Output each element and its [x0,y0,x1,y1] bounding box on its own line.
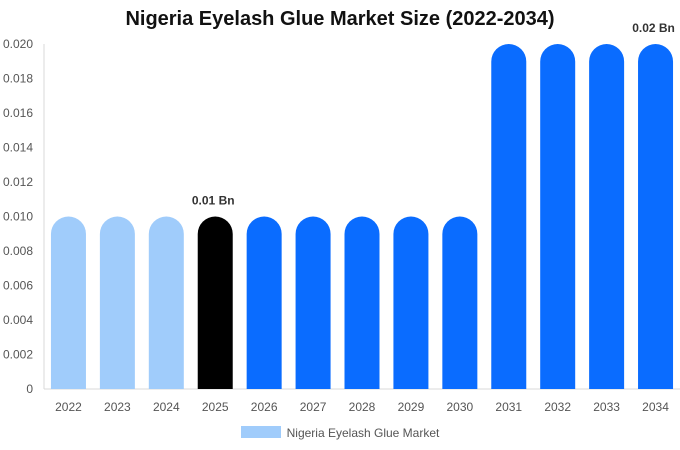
x-tick-label: 2026 [251,400,278,414]
x-tick-label: 2022 [55,400,82,414]
y-tick-label: 0 [26,382,33,396]
x-tick-label: 2025 [202,400,229,414]
y-tick-label: 0.020 [3,37,33,51]
x-tick-label: 2030 [446,400,473,414]
bar-2028 [344,216,380,389]
bar-2032 [540,44,576,389]
y-tick-label: 0.008 [3,244,33,258]
x-tick-label: 2031 [495,400,522,414]
bar-2027 [295,216,331,389]
y-tick-label: 0.006 [3,279,33,293]
x-axis: 2022 2023 2024 2025 2026 2027 2028 2029 2030 2031… [55,400,669,414]
x-tick-label: 2034 [642,400,669,414]
bar-2033 [589,44,625,389]
y-tick-label: 0.004 [3,313,33,327]
legend: Nigeria Eyelash Glue Market [0,426,680,440]
x-tick-label: 2027 [300,400,327,414]
y-tick-label: 0.016 [3,106,33,120]
bar-2034 [638,44,674,389]
bar-2025 [197,216,233,389]
y-tick-label: 0.002 [3,348,33,362]
bars [50,44,674,389]
bar-2030 [442,216,478,389]
x-tick-label: 2024 [153,400,180,414]
x-tick-label: 2032 [544,400,571,414]
y-tick-label: 0.014 [3,141,33,155]
bar-2031 [491,44,527,389]
legend-label: Nigeria Eyelash Glue Market [286,426,440,440]
x-tick-label: 2033 [593,400,620,414]
chart-title: Nigeria Eyelash Glue Market Size (2022-2… [125,8,555,30]
x-tick-label: 2023 [104,400,131,414]
bar-2022 [50,216,86,389]
data-label-2034: 0.02 Bn [632,21,675,35]
data-label-2025: 0.01 Bn [192,194,235,208]
y-tick-label: 0.012 [3,175,33,189]
bar-2023 [99,216,135,389]
bar-2024 [148,216,184,389]
x-tick-label: 2029 [398,400,425,414]
legend-swatch [240,426,281,438]
data-labels: 0.01 Bn 0.02 Bn [192,21,675,208]
y-tick-label: 0.010 [3,210,33,224]
y-tick-label: 0.018 [3,72,33,86]
bar-2029 [393,216,429,389]
x-tick-label: 2028 [349,400,376,414]
bar-2026 [246,216,282,389]
